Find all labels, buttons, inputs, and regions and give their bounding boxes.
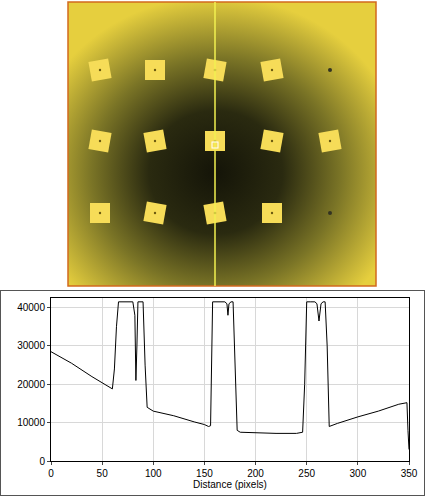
svg-text:10000: 10000	[17, 417, 45, 428]
svg-text:40000: 40000	[17, 302, 45, 313]
svg-text:20000: 20000	[17, 379, 45, 390]
svg-text:250: 250	[298, 468, 315, 479]
svg-text:Distance (pixels): Distance (pixels)	[193, 479, 267, 490]
svg-text:200: 200	[247, 468, 264, 479]
svg-text:30000: 30000	[17, 340, 45, 351]
svg-text:0: 0	[39, 456, 45, 467]
svg-text:100: 100	[145, 468, 162, 479]
svg-text:50: 50	[97, 468, 109, 479]
svg-text:300: 300	[350, 468, 367, 479]
svg-text:0: 0	[48, 468, 54, 479]
svg-text:150: 150	[196, 468, 213, 479]
svg-text:350: 350	[401, 468, 418, 479]
